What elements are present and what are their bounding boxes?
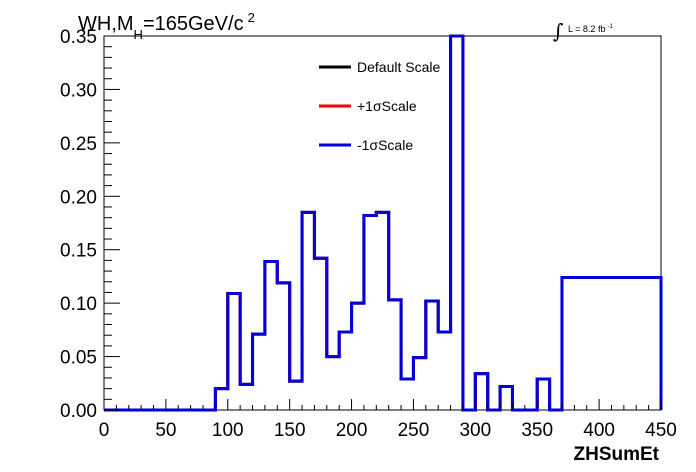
x-tick-label: 100: [212, 420, 244, 441]
series-layer: [104, 34, 663, 412]
chart-title: WH,MH=165GeV/c 2: [78, 10, 255, 42]
x-tick-label: 350: [521, 420, 553, 441]
legend-label-minus1sigma: -1σScale: [357, 137, 413, 153]
lumi-superscript: -1: [607, 24, 613, 30]
x-tick-label: 450: [645, 420, 677, 441]
legend-label-plus1sigma: +1σScale: [357, 98, 417, 114]
axes-layer: 0 50 100 150 200 250 300 350 400 450 0.00 0.05 0.10 0…: [60, 27, 677, 441]
legend: Default Scale +1σScale -1σScale: [319, 59, 440, 153]
legend-label-default: Default Scale: [357, 59, 440, 75]
x-tick-label: 300: [459, 420, 491, 441]
lumi-main: L = 8.2 fb: [568, 24, 605, 34]
y-tick-label: 0.25: [60, 134, 97, 155]
y-tick-label: 0.30: [60, 80, 97, 101]
x-axis-title: ZHSumEt: [574, 444, 660, 465]
x-tick-label: 50: [155, 420, 176, 441]
title-prefix: WH,M: [78, 13, 134, 35]
y-tick-label: 0.05: [60, 348, 97, 369]
series-line-0: [104, 34, 663, 412]
title-subscript: H: [134, 27, 143, 42]
x-tick-label: 150: [274, 420, 306, 441]
plot-frame: [103, 35, 662, 411]
series-line-1: [104, 34, 663, 412]
series-line-2: [104, 34, 663, 412]
x-tick-label: 200: [336, 420, 368, 441]
x-tick-label: 0: [99, 420, 110, 441]
y-tick-label: 0.10: [60, 294, 97, 315]
integral-sign-icon: ∫: [553, 19, 563, 43]
y-tick-label: 0.00: [60, 401, 97, 422]
x-tick-label: 400: [583, 420, 615, 441]
title-suffix: =165GeV/c: [143, 13, 244, 35]
y-tick-label: 0.20: [60, 187, 97, 208]
y-tick-label: 0.15: [60, 241, 97, 262]
y-tick-label: 0.35: [60, 27, 97, 48]
x-tick-label: 250: [398, 420, 430, 441]
lumi-label: L = 8.2 fb -1: [568, 24, 613, 34]
title-superscript: 2: [248, 10, 255, 25]
